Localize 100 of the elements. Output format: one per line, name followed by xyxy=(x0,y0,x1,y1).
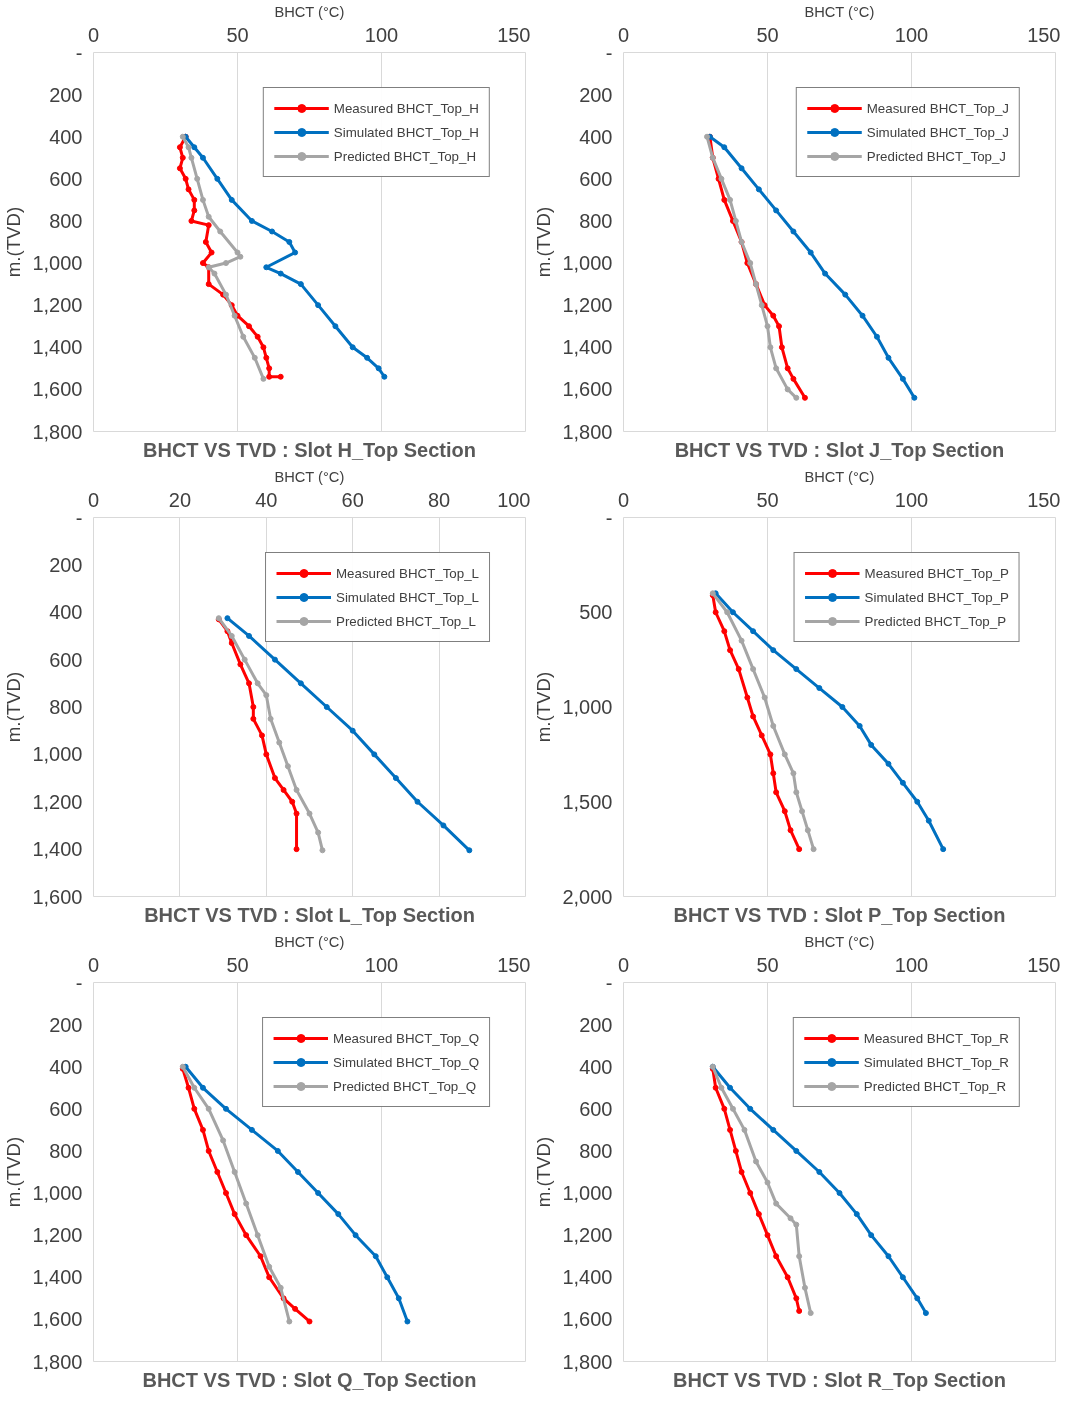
text: BHCT VS TVD : Slot J_Top Section xyxy=(674,438,1005,461)
legend-label: Simulated BHCT_Top_P xyxy=(864,589,1009,605)
y-axis-title: m.(TVD) xyxy=(3,671,25,743)
legend-label: Measured BHCT_Top_P xyxy=(864,565,1009,581)
x-axis-title: BHCT (°C) xyxy=(804,933,875,950)
y-tick-label: - xyxy=(75,41,83,64)
x-tick-label: 80 xyxy=(427,488,451,511)
legend-label: Measured BHCT_Top_L xyxy=(336,565,479,581)
y-tick-label: 800 xyxy=(49,209,83,232)
y-tick-label: 200 xyxy=(579,1013,613,1036)
x-tick-label: 150 xyxy=(1027,23,1061,46)
y-tick-label: 400 xyxy=(579,125,613,148)
y-tick-label: - xyxy=(605,41,613,64)
y-tick-label: 500 xyxy=(579,601,613,624)
x-tick-label: 100 xyxy=(497,488,531,511)
legend-label: Simulated BHCT_Top_J xyxy=(866,124,1009,140)
x-tick-label: 40 xyxy=(255,488,278,511)
x-tick-label: 50 xyxy=(226,953,249,976)
y-tick-label: 200 xyxy=(49,83,83,106)
legend-label: Measured BHCT_Top_R xyxy=(863,1030,1009,1046)
y-tick-label: 400 xyxy=(49,601,83,624)
x-tick-label: 60 xyxy=(341,488,364,511)
y-tick-label: 400 xyxy=(579,1055,613,1078)
y-tick-label: 200 xyxy=(49,1013,83,1036)
y-tick-label: 400 xyxy=(49,125,83,148)
x-tick-label: 100 xyxy=(364,23,399,46)
y-tick-label: 600 xyxy=(579,1097,613,1120)
x-tick-label: 100 xyxy=(894,953,929,976)
legend-label: Predicted BHCT_Top_J xyxy=(866,148,1007,164)
x-axis-title: BHCT (°C) xyxy=(274,468,345,485)
x-tick-label: 50 xyxy=(756,488,779,511)
text: BHCT VS TVD : Slot Q_Top Section xyxy=(142,1368,477,1391)
y-tick-label: - xyxy=(605,506,613,529)
x-tick-label: 100 xyxy=(894,488,929,511)
y-tick-label: 1,200 xyxy=(32,294,83,317)
legend-label: Simulated BHCT_Top_H xyxy=(333,124,479,140)
x-tick-label: 0 xyxy=(617,23,630,46)
y-tick-label: 1,800 xyxy=(32,1350,83,1373)
y-tick-label: 1,200 xyxy=(32,1224,83,1247)
y-tick-label: 1,600 xyxy=(562,378,613,401)
y-tick-label: 800 xyxy=(49,696,83,718)
y-tick-label: 1,200 xyxy=(32,790,83,813)
x-tick-label: 150 xyxy=(497,953,531,976)
x-tick-label: 0 xyxy=(87,23,100,46)
y-tick-label: 2,000 xyxy=(562,885,613,908)
y-tick-label: 1,000 xyxy=(562,252,613,275)
y-tick-label: 800 xyxy=(579,1139,613,1162)
legend-label: Predicted BHCT_Top_L xyxy=(336,613,477,629)
y-tick-label: 1,000 xyxy=(562,696,613,718)
x-axis-title: BHCT (°C) xyxy=(804,468,875,485)
x-tick-label: 50 xyxy=(756,953,779,976)
legend-label: Predicted BHCT_Top_P xyxy=(864,613,1007,629)
y-tick-label: 1,000 xyxy=(32,252,83,275)
y-tick-label: 1,600 xyxy=(32,885,83,908)
y-tick-label: 600 xyxy=(579,167,613,190)
x-tick-label: 100 xyxy=(364,953,399,976)
y-tick-label: 1,400 xyxy=(32,838,83,861)
y-tick-label: 1,600 xyxy=(562,1308,613,1331)
y-axis-title: m.(TVD) xyxy=(3,1136,25,1208)
y-tick-label: 1,400 xyxy=(562,336,613,359)
legend-label: Predicted BHCT_Top_R xyxy=(863,1078,1007,1094)
text: BHCT VS TVD : Slot P_Top Section xyxy=(673,903,1006,926)
y-tick-label: - xyxy=(605,971,613,994)
y-tick-label: 800 xyxy=(49,1139,83,1162)
x-tick-label: 100 xyxy=(894,23,929,46)
legend-label: Simulated BHCT_Top_R xyxy=(863,1054,1009,1070)
legend-label: Measured BHCT_Top_J xyxy=(866,100,1009,116)
y-tick-label: 1,800 xyxy=(562,1350,613,1373)
y-tick-label: 600 xyxy=(49,167,83,190)
y-tick-label: 1,200 xyxy=(562,294,613,317)
x-tick-label: 0 xyxy=(87,488,100,511)
legend-label: Simulated BHCT_Top_Q xyxy=(333,1054,479,1070)
legend-label: Measured BHCT_Top_Q xyxy=(333,1030,479,1046)
y-tick-label: 1,000 xyxy=(562,1182,613,1205)
x-tick-label: 20 xyxy=(168,488,192,511)
y-tick-label: 200 xyxy=(49,553,83,576)
x-tick-label: 0 xyxy=(617,953,630,976)
x-tick-label: 0 xyxy=(617,488,630,511)
text: BHCT VS TVD : Slot H_Top Section xyxy=(143,438,476,461)
x-tick-label: 150 xyxy=(497,23,531,46)
y-tick-label: 1,800 xyxy=(32,420,83,443)
y-tick-label: - xyxy=(75,971,83,994)
y-tick-label: 600 xyxy=(49,648,83,671)
x-tick-label: 150 xyxy=(1027,953,1061,976)
y-tick-label: 1,600 xyxy=(32,378,83,401)
y-tick-label: 1,200 xyxy=(562,1224,613,1247)
x-tick-label: 0 xyxy=(87,953,100,976)
y-tick-label: 1,400 xyxy=(32,1266,83,1289)
y-tick-label: 1,400 xyxy=(32,336,83,359)
legend-label: Measured BHCT_Top_H xyxy=(333,100,479,116)
x-axis-title: BHCT (°C) xyxy=(804,3,875,20)
x-tick-label: 150 xyxy=(1027,488,1061,511)
y-tick-label: 600 xyxy=(49,1097,83,1120)
x-tick-label: 50 xyxy=(756,23,779,46)
legend-label: Predicted BHCT_Top_Q xyxy=(333,1078,477,1094)
y-axis-title: m.(TVD) xyxy=(3,206,25,278)
y-tick-label: 1,800 xyxy=(562,420,613,443)
y-tick-label: 1,600 xyxy=(32,1308,83,1331)
y-tick-label: 200 xyxy=(579,83,613,106)
legend-label: Simulated BHCT_Top_L xyxy=(336,589,479,605)
